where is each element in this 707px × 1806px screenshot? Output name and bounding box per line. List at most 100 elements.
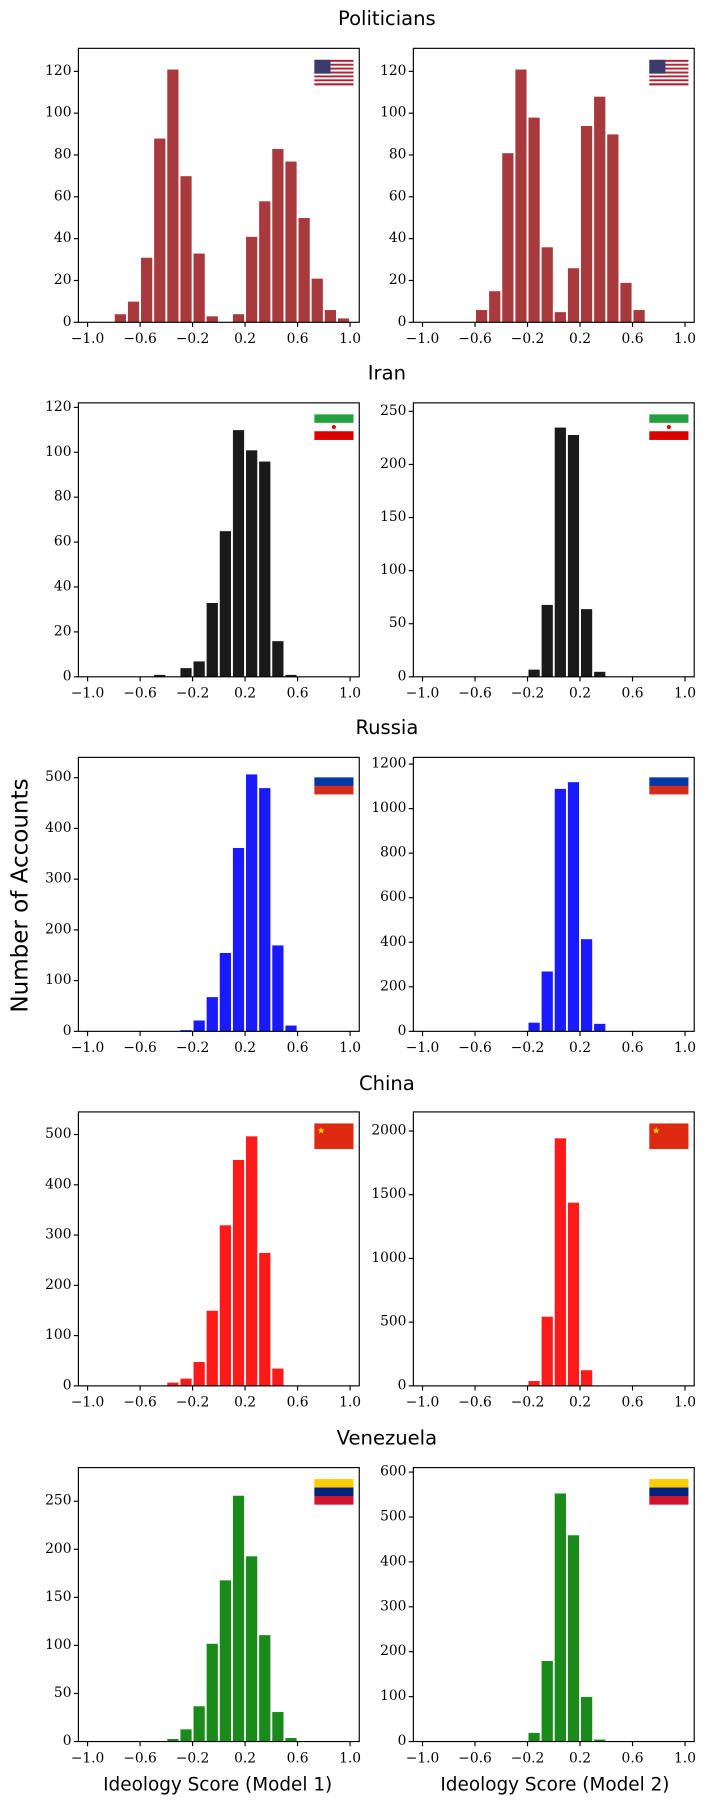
bar (192, 252, 206, 323)
x-tick-label: 0.6 (622, 686, 644, 702)
bar (271, 148, 285, 323)
x-tick-label: 0.2 (569, 1750, 591, 1766)
x-tick-label: −0.6 (123, 1750, 157, 1766)
bar (206, 1643, 219, 1742)
x-tick-label: 0.6 (287, 1395, 309, 1411)
y-tick-label: 250 (45, 1493, 71, 1509)
flag-stripe (649, 431, 689, 440)
flag-stripe (314, 77, 354, 80)
flag-stripe (649, 414, 689, 424)
flag-stripe (649, 81, 689, 84)
x-tick-label: −0.2 (511, 1395, 545, 1411)
bar (258, 460, 271, 678)
bar (206, 315, 219, 323)
flag-star: ★ (652, 1126, 660, 1136)
bar (258, 787, 271, 1032)
bar (245, 236, 258, 323)
bar (580, 1696, 593, 1742)
x-tick-label: 0.6 (622, 1395, 644, 1411)
bar (166, 68, 180, 323)
flag (314, 414, 354, 440)
bar (232, 847, 245, 1032)
bar (567, 1534, 580, 1742)
y-tick-label: 120 (45, 399, 71, 415)
y-tick-label: 0 (398, 1733, 407, 1749)
bar (527, 1732, 541, 1742)
flag-stripe (649, 768, 689, 778)
bar (232, 313, 245, 323)
bar (554, 1137, 567, 1387)
x-tick-label: −0.6 (123, 1395, 157, 1411)
flag-stripe (649, 77, 689, 80)
flag-stripe (314, 414, 354, 424)
x-tick-label: −1.0 (406, 1750, 440, 1766)
y-tick-label: 400 (380, 934, 406, 950)
flag (649, 414, 689, 440)
y-tick-label: 100 (45, 972, 71, 988)
bar (541, 970, 554, 1032)
bar (541, 1660, 554, 1742)
bar (337, 317, 350, 323)
flag-stripe (314, 1487, 354, 1497)
flag (649, 1479, 689, 1505)
y-tick-label: 400 (45, 820, 71, 836)
bar (245, 773, 258, 1032)
bar (541, 1316, 554, 1387)
flag-stripe (649, 75, 689, 78)
bar (284, 1024, 298, 1032)
flag-canton (314, 59, 331, 74)
y-tick-label: 50 (54, 1685, 72, 1701)
bar (206, 1310, 219, 1387)
y-tick-label: 300 (380, 1598, 406, 1614)
bar (527, 1022, 541, 1032)
y-axis-label: Number of Accounts (7, 778, 33, 1012)
y-tick-label: 20 (54, 623, 72, 639)
bar (501, 152, 515, 323)
flag-stripe (314, 1479, 354, 1488)
x-tick-label: 0.2 (234, 686, 256, 702)
y-tick-label: 100 (45, 105, 71, 121)
x-tick-label: −0.2 (511, 1040, 545, 1056)
x-tick-label: 0.2 (569, 331, 591, 347)
bar (324, 309, 337, 323)
axes-frame (412, 756, 695, 1032)
flag-stripe (649, 785, 689, 795)
bar (580, 608, 593, 678)
x-tick-label: −0.2 (176, 331, 210, 347)
x-tick-label: −1.0 (71, 1040, 105, 1056)
flag-stripe (649, 67, 689, 70)
x-tick-label: 0.2 (569, 1395, 591, 1411)
bar (219, 530, 232, 678)
y-tick-label: 500 (380, 1508, 406, 1524)
bar (541, 246, 554, 323)
bar (580, 938, 593, 1032)
x-tick-label: 0.6 (287, 331, 309, 347)
flag-emblem (666, 424, 671, 430)
y-tick-label: 60 (54, 534, 72, 550)
flag-stripe (649, 73, 689, 76)
x-tick-label: −0.2 (176, 686, 210, 702)
x-tick-label: 1.0 (339, 331, 361, 347)
row-title: Iran (368, 362, 406, 385)
flag-stripe (314, 59, 354, 63)
flag-stripe (314, 785, 354, 795)
row-title: Russia (355, 716, 418, 739)
bar (527, 1380, 541, 1387)
y-tick-label: 0 (63, 314, 72, 330)
y-tick-label: 200 (380, 978, 406, 994)
bar (541, 604, 554, 678)
x-tick-label: −1.0 (406, 1040, 440, 1056)
x-tick-label: −0.6 (458, 331, 492, 347)
bar (567, 1202, 580, 1387)
bar (475, 309, 488, 323)
bar (232, 1495, 245, 1742)
x-tick-label: −0.6 (458, 686, 492, 702)
y-tick-label: 500 (45, 1126, 71, 1142)
axes-frame (412, 47, 695, 323)
x-tick-label: −0.6 (123, 331, 157, 347)
y-tick-label: 60 (54, 188, 72, 204)
x-tick-label: −0.6 (123, 686, 157, 702)
y-tick-label: 80 (54, 146, 72, 162)
flag-stripe (314, 61, 354, 64)
